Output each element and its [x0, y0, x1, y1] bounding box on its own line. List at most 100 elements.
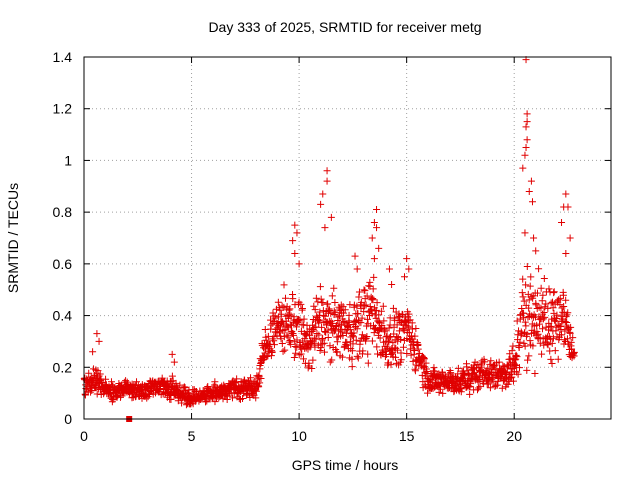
data-point — [476, 382, 484, 390]
y-tick-label: 1.2 — [53, 101, 73, 117]
data-point — [317, 295, 325, 303]
y-tick-label: 0 — [64, 411, 72, 427]
data-point — [233, 375, 241, 383]
data-point — [513, 353, 521, 361]
data-point — [538, 297, 546, 305]
data-point — [319, 299, 327, 307]
data-point — [298, 304, 306, 312]
data-point — [368, 234, 376, 242]
x-tick-label: 0 — [80, 428, 88, 444]
data-point — [297, 300, 305, 308]
data-point — [422, 359, 430, 367]
data-point — [290, 353, 298, 361]
data-point — [325, 305, 333, 313]
data-point — [170, 358, 178, 366]
data-point — [562, 296, 570, 304]
data-point — [567, 338, 575, 346]
data-point — [369, 285, 377, 293]
data-point — [405, 310, 413, 318]
data-point — [310, 324, 318, 332]
data-point — [328, 356, 336, 364]
data-point — [537, 304, 545, 312]
data-point — [281, 346, 289, 354]
data-point — [378, 321, 386, 329]
data-point — [411, 346, 419, 354]
data-point — [324, 334, 332, 342]
data-point — [278, 302, 286, 310]
data-point — [219, 395, 227, 403]
data-point — [353, 352, 361, 360]
data-point — [361, 287, 369, 295]
data-point — [546, 335, 554, 343]
data-point — [538, 325, 546, 333]
data-point — [416, 349, 424, 357]
data-point — [541, 313, 549, 321]
data-point — [255, 383, 263, 391]
data-point — [523, 262, 531, 270]
data-point — [419, 353, 427, 361]
data-point — [372, 306, 380, 314]
data-point — [520, 309, 528, 317]
data-point — [318, 323, 326, 331]
data-point — [280, 281, 288, 289]
data-point — [328, 292, 336, 300]
data-point — [289, 330, 297, 338]
data-point — [414, 345, 422, 353]
data-point — [540, 275, 548, 283]
data-point — [521, 229, 529, 237]
data-point — [533, 321, 541, 329]
data-point — [495, 358, 503, 366]
data-point — [405, 265, 413, 273]
data-point — [331, 298, 339, 306]
data-point — [388, 281, 396, 289]
data-point — [570, 348, 578, 356]
data-point — [366, 303, 374, 311]
data-point — [93, 330, 101, 338]
data-point — [550, 288, 558, 296]
data-point — [319, 190, 327, 198]
data-point — [168, 372, 176, 380]
data-point — [384, 337, 392, 345]
data-point — [263, 352, 271, 360]
data-point — [435, 370, 443, 378]
data-point — [286, 337, 294, 345]
data-point — [316, 346, 324, 354]
data-point — [563, 335, 571, 343]
y-tick-label: 1 — [64, 152, 72, 168]
data-point — [523, 118, 531, 126]
data-point — [401, 273, 409, 281]
data-point — [562, 313, 570, 321]
data-point — [323, 167, 331, 175]
data-point — [458, 385, 466, 393]
data-point — [295, 260, 303, 268]
data-point — [554, 355, 562, 363]
data-point — [540, 309, 548, 317]
data-point — [345, 311, 353, 319]
data-point — [290, 331, 298, 339]
data-point — [267, 321, 275, 329]
data-point — [320, 348, 328, 356]
data-point — [385, 334, 393, 342]
data-point — [548, 339, 556, 347]
data-point — [547, 355, 555, 363]
data-point — [168, 350, 176, 358]
data-point — [522, 322, 530, 330]
data-point — [95, 337, 103, 345]
data-point — [509, 342, 517, 350]
data-point — [454, 364, 462, 372]
data-point — [252, 394, 260, 402]
data-point — [370, 255, 378, 263]
data-point — [323, 177, 331, 185]
data-point — [290, 313, 298, 321]
data-point — [275, 322, 283, 330]
x-axis-label: GPS time / hours — [292, 457, 399, 473]
data-point — [299, 355, 307, 363]
data-point — [397, 336, 405, 344]
data-point — [291, 250, 299, 258]
data-point — [309, 356, 317, 364]
data-point — [531, 369, 539, 377]
data-point — [333, 338, 341, 346]
data-point — [298, 345, 306, 353]
data-point — [514, 370, 522, 378]
data-point — [330, 284, 338, 292]
